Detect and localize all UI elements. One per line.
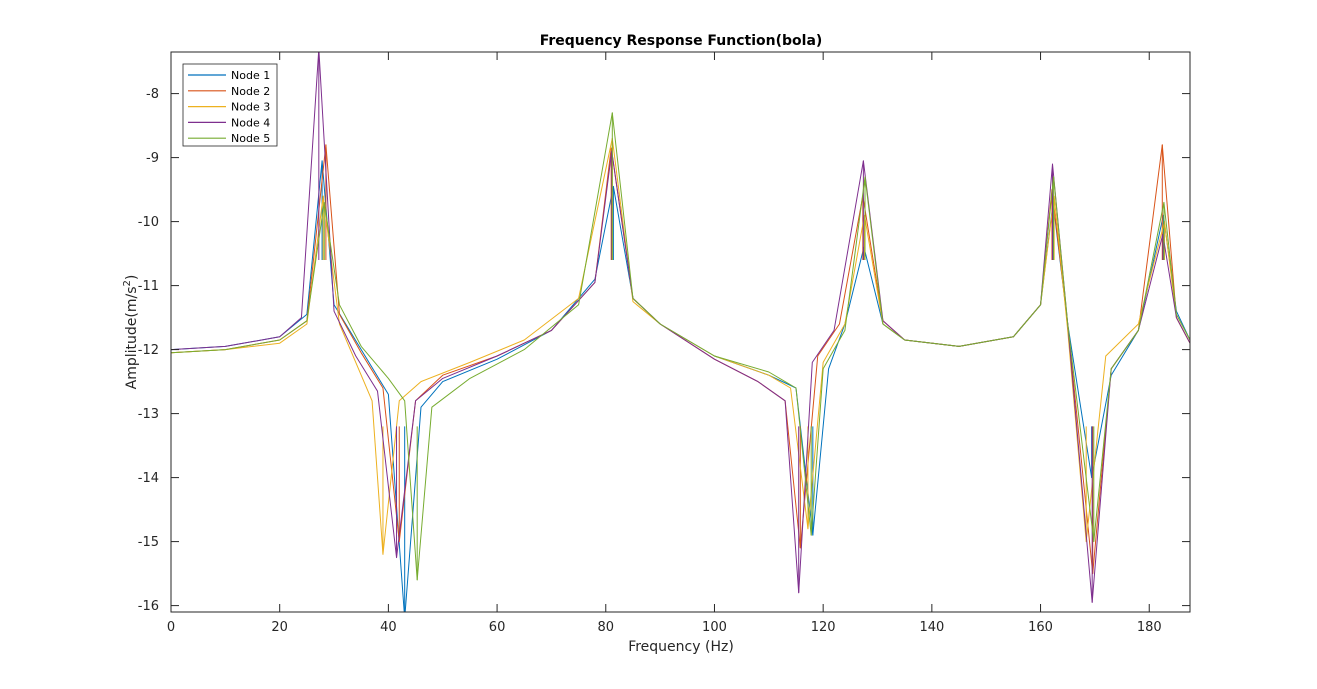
y-tick-label: -12 — [138, 343, 159, 358]
x-tick-label: 100 — [702, 620, 727, 635]
legend-entry: Node 4 — [188, 116, 270, 129]
legend-box — [182, 63, 278, 147]
legend: Node 1 Node 2 Node 3 Node 4 Node 5 — [182, 63, 278, 147]
x-tick-label: 0 — [167, 620, 175, 635]
y-tick-label: -13 — [138, 407, 159, 422]
x-tick-label: 180 — [1137, 620, 1162, 635]
legend-entry: Node 5 — [188, 132, 270, 145]
x-tick-label: 160 — [1028, 620, 1053, 635]
y-tick-label: -14 — [138, 471, 159, 486]
x-tick-label: 140 — [919, 620, 944, 635]
legend-label: Node 4 — [231, 116, 270, 129]
series-line — [171, 112, 1190, 581]
y-tick-label: -9 — [146, 151, 159, 166]
y-tick-label: -11 — [138, 279, 159, 294]
series-layer — [171, 52, 1190, 612]
y-tick-label: -8 — [146, 87, 159, 102]
legend-entry: Node 2 — [188, 85, 270, 98]
x-tick-label: 60 — [489, 620, 506, 635]
legend-label: Node 3 — [231, 101, 270, 114]
tick-layer: 0 20 40 60 80 100 120 140 160 180 -16 -15 -14 -13 -12 -… — [138, 52, 1190, 635]
y-axis-label-close: ) — [124, 275, 140, 280]
x-tick-label: 120 — [811, 620, 836, 635]
x-axis-label: Frequency (Hz) — [628, 639, 734, 655]
legend-label: Node 2 — [231, 85, 270, 98]
legend-entry: Node 1 — [188, 69, 270, 82]
x-tick-label: 40 — [380, 620, 397, 635]
y-axis-label: Amplitude(m/s2) — [122, 275, 140, 390]
y-tick-label: -16 — [138, 599, 159, 614]
legend-entries: Node 1 Node 2 Node 3 Node 4 Node 5 — [188, 69, 270, 145]
series-5 — [171, 112, 1190, 581]
y-axis-label-main: Amplitude(m/s — [124, 286, 140, 389]
chart-title: Frequency Response Function(bola) — [540, 33, 823, 49]
legend-label: Node 1 — [231, 69, 270, 82]
legend-label: Node 5 — [231, 132, 270, 145]
y-tick-label: -15 — [138, 535, 159, 550]
y-axis-label-superscript: 2 — [122, 280, 133, 286]
plot-area-frame — [170, 51, 1191, 613]
legend-entry: Node 3 — [188, 101, 270, 114]
series-line — [171, 137, 1190, 555]
x-tick-label: 80 — [597, 620, 614, 635]
x-tick-label: 20 — [271, 620, 288, 635]
y-tick-label: -10 — [138, 215, 159, 230]
